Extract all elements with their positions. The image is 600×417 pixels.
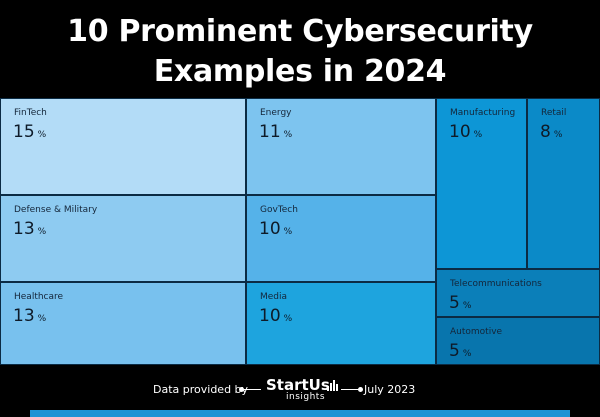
treemap-cell-media: Media 10%	[246, 282, 436, 365]
treemap-value: 5%	[449, 293, 471, 316]
treemap-value-number: 10	[449, 122, 471, 142]
treemap-value-unit: %	[37, 227, 47, 237]
treemap-value-unit: %	[283, 314, 293, 324]
treemap-value: 5%	[449, 341, 471, 364]
treemap-cell-retail: Retail 8%	[527, 98, 600, 269]
treemap-value: 10%	[259, 306, 292, 329]
treemap-value-unit: %	[283, 130, 293, 140]
data-date: July 2023	[364, 383, 416, 396]
treemap-value-unit: %	[462, 301, 472, 311]
connector-line-right	[341, 389, 361, 390]
treemap-value-number: 10	[259, 219, 281, 239]
treemap-label: Manufacturing	[450, 108, 516, 118]
treemap-value-number: 13	[13, 219, 35, 239]
treemap-label: FinTech	[14, 108, 47, 118]
treemap-label: Healthcare	[14, 292, 64, 302]
treemap-label: Media	[260, 292, 288, 302]
connector-dot-right	[358, 387, 363, 392]
treemap-value-number: 10	[259, 306, 281, 326]
treemap-value-number: 5	[449, 341, 460, 361]
treemap-value-unit: %	[553, 130, 563, 140]
treemap-cell-defense-military: Defense & Military 13%	[0, 195, 246, 282]
treemap-value-number: 5	[449, 293, 460, 313]
chart-title-line1: 10 Prominent Cybersecurity	[67, 14, 533, 49]
treemap-value: 13%	[13, 306, 46, 329]
treemap-value-number: 13	[13, 306, 35, 326]
footer: Data provided by StartUs insights July 2…	[0, 372, 600, 407]
treemap-cell-healthcare: Healthcare 13%	[0, 282, 246, 365]
treemap-value: 10%	[449, 122, 482, 145]
treemap-value: 13%	[13, 219, 46, 242]
treemap-value-unit: %	[37, 314, 47, 324]
treemap: FinTech 15% Defense & Military 13% Healthcar…	[0, 98, 600, 365]
data-provided-label: Data provided by	[153, 383, 249, 396]
treemap-value-number: 15	[13, 122, 35, 142]
treemap-value: 10%	[259, 219, 292, 242]
treemap-label: Energy	[260, 108, 292, 118]
logo-bars-icon	[327, 379, 339, 391]
treemap-label: Automotive	[450, 327, 503, 337]
treemap-value-unit: %	[473, 130, 483, 140]
startus-logo: StartUs insights	[266, 376, 340, 404]
treemap-label: Telecommunications	[450, 279, 542, 289]
treemap-cell-telecommunications: Telecommunications 5%	[436, 269, 600, 317]
logo-sub-text: insights	[286, 392, 326, 402]
treemap-label: Retail	[541, 108, 567, 118]
treemap-value-unit: %	[462, 349, 472, 359]
treemap-label: GovTech	[260, 205, 298, 215]
treemap-cell-manufacturing: Manufacturing 10%	[436, 98, 527, 269]
chart-title: 10 Prominent Cybersecurity Examples in 2…	[0, 12, 600, 92]
treemap-value-number: 8	[540, 122, 551, 142]
treemap-cell-govtech: GovTech 10%	[246, 195, 436, 282]
treemap-value: 15%	[13, 122, 46, 145]
treemap-label: Defense & Military	[14, 205, 98, 215]
treemap-value-number: 11	[259, 122, 281, 142]
treemap-value-unit: %	[283, 227, 293, 237]
treemap-cell-automotive: Automotive 5%	[436, 317, 600, 365]
treemap-cell-fintech: FinTech 15%	[0, 98, 246, 195]
treemap-value-unit: %	[37, 130, 47, 140]
chart-title-line2: Examples in 2024	[153, 54, 447, 89]
treemap-cell-energy: Energy 11%	[246, 98, 436, 195]
accent-bar	[30, 410, 570, 417]
connector-line-left	[241, 389, 261, 390]
treemap-value: 8%	[540, 122, 562, 145]
treemap-value: 11%	[259, 122, 292, 145]
logo-brand-text: StartUs	[266, 376, 330, 394]
